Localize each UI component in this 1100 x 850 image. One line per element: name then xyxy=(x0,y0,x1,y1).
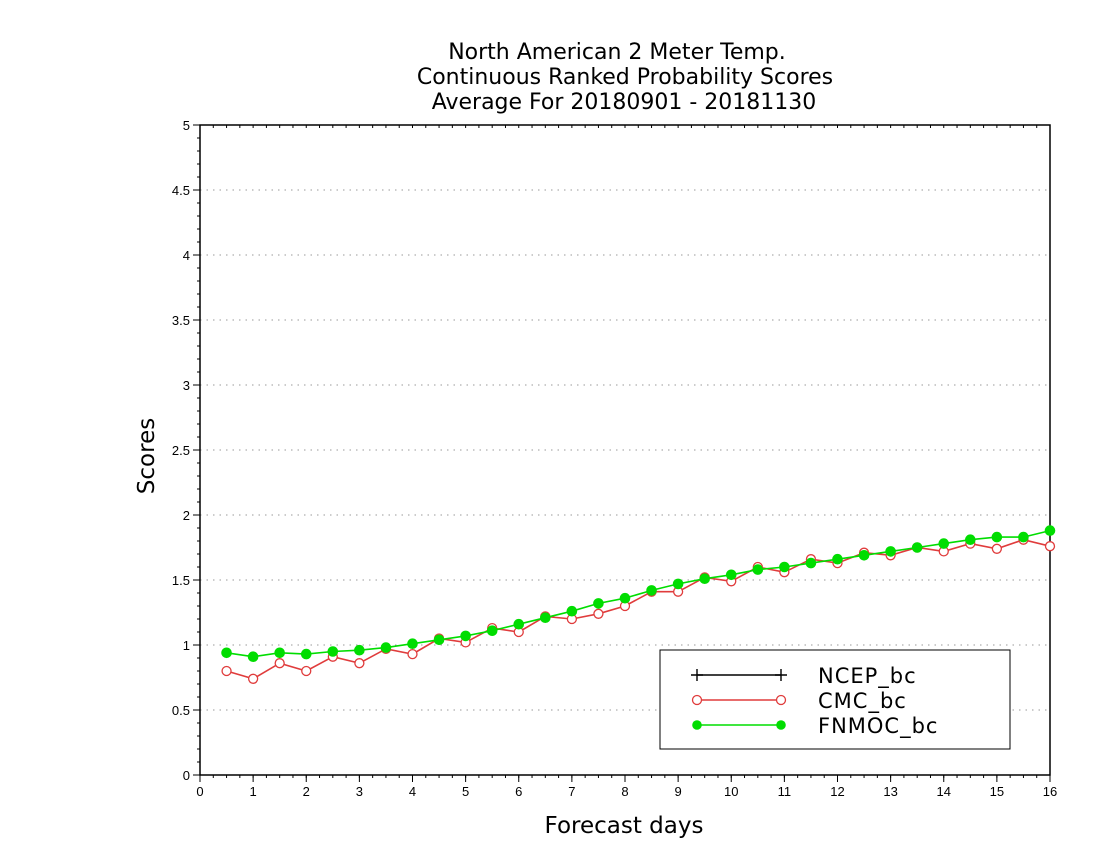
y-tick-label: 1.5 xyxy=(172,573,190,588)
legend-marker xyxy=(691,669,703,681)
legend-marker xyxy=(691,694,703,706)
series-layer xyxy=(221,525,1056,684)
y-tick-label: 0.5 xyxy=(172,703,190,718)
data-point xyxy=(725,569,737,581)
data-point xyxy=(805,557,817,569)
data-point xyxy=(593,598,604,609)
data-point xyxy=(300,648,312,660)
data-point xyxy=(752,564,764,575)
y-axis-title: Scores xyxy=(134,418,160,494)
legend-label: FNMOC_bc xyxy=(818,714,938,739)
grid-lines xyxy=(200,189,1050,711)
y-tick-label: 4 xyxy=(183,248,190,263)
data-point xyxy=(593,608,604,619)
y-tick-label: 2.5 xyxy=(172,443,190,458)
y-tick-label: 0 xyxy=(183,768,190,783)
data-point xyxy=(646,585,657,596)
legend-entry: CMC_bc xyxy=(691,689,907,714)
data-point xyxy=(858,550,870,561)
x-tick-label: 15 xyxy=(990,784,1004,799)
y-tick-label: 1 xyxy=(183,638,190,653)
data-point xyxy=(247,673,259,684)
data-point xyxy=(938,538,950,549)
data-point xyxy=(885,546,896,557)
legend-entry: NCEP_bc xyxy=(691,664,917,689)
data-point xyxy=(407,648,418,660)
data-point xyxy=(832,553,843,565)
chart-title-line-3: Average For 20180901 - 20181130 xyxy=(432,90,817,115)
x-axis-title: Forecast days xyxy=(545,813,704,839)
data-point xyxy=(354,658,365,669)
legend-label: CMC_bc xyxy=(818,689,907,714)
data-point xyxy=(221,665,232,677)
x-tick-label: 3 xyxy=(356,784,363,799)
legend-marker xyxy=(775,669,787,681)
y-tick-label: 3 xyxy=(183,378,190,393)
x-tick-label: 2 xyxy=(303,784,310,799)
data-point xyxy=(274,658,285,669)
legend-marker xyxy=(692,720,702,730)
data-point xyxy=(221,647,232,659)
series-FNMOC_bc xyxy=(221,525,1056,663)
data-point xyxy=(911,542,923,553)
data-point xyxy=(380,642,392,653)
data-point xyxy=(619,592,631,604)
chart-title-line-2: Continuous Ranked Probability Scores xyxy=(417,65,833,90)
axis-ticks: 00.511.522.533.544.550 1 2 3 4 5 6 7 8 9 10 11 12 13 1… xyxy=(172,118,1057,799)
data-point xyxy=(566,605,578,617)
x-tick-label: 1 xyxy=(250,784,257,799)
x-tick-label: 11 xyxy=(778,784,792,799)
data-point xyxy=(460,630,471,642)
x-tick-label: 4 xyxy=(409,784,416,799)
legend-entry: FNMOC_bc xyxy=(692,714,938,739)
data-point xyxy=(1044,541,1056,552)
x-tick-label: 16 xyxy=(1043,784,1057,799)
legend-marker xyxy=(776,720,786,730)
x-tick-label: 14 xyxy=(937,784,951,799)
y-tick-label: 5 xyxy=(183,118,190,133)
legend-marker xyxy=(775,694,787,706)
y-tick-label: 2 xyxy=(183,508,190,523)
data-point xyxy=(407,638,418,650)
data-point xyxy=(1044,525,1056,536)
data-point xyxy=(1018,531,1029,543)
data-point xyxy=(247,651,259,663)
x-tick-label: 9 xyxy=(675,784,682,799)
x-tick-label: 6 xyxy=(515,784,522,799)
data-point xyxy=(433,634,445,646)
x-tick-label: 10 xyxy=(724,784,738,799)
data-point xyxy=(274,647,285,659)
chart-title-line-1: North American 2 Meter Temp. xyxy=(448,40,786,65)
x-tick-label: 5 xyxy=(462,784,469,799)
data-point xyxy=(991,543,1003,554)
x-tick-label: 7 xyxy=(568,784,575,799)
data-point xyxy=(672,578,684,590)
x-tick-label: 8 xyxy=(621,784,628,799)
data-point xyxy=(301,665,312,677)
y-tick-label: 4.5 xyxy=(172,183,190,198)
x-tick-label: 12 xyxy=(830,784,844,799)
legend-label: NCEP_bc xyxy=(818,664,917,689)
data-point xyxy=(327,646,339,657)
data-point xyxy=(779,561,790,573)
y-tick-label: 3.5 xyxy=(172,313,190,328)
data-point xyxy=(540,612,551,624)
data-point xyxy=(486,625,498,637)
data-point xyxy=(513,618,525,630)
data-point xyxy=(965,534,976,546)
x-tick-label: 13 xyxy=(883,784,897,799)
data-point xyxy=(354,644,365,656)
data-point xyxy=(699,573,710,585)
data-point xyxy=(991,531,1003,543)
x-tick-label: 0 xyxy=(196,784,203,799)
